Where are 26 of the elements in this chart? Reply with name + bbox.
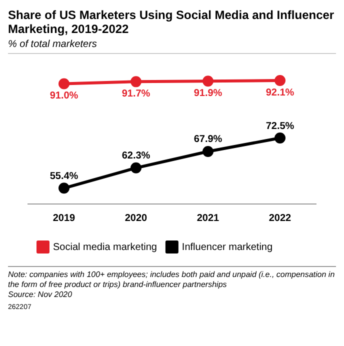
data-label: 91.0% <box>50 90 78 102</box>
point <box>58 78 70 90</box>
point <box>130 162 142 174</box>
point <box>274 75 286 86</box>
point <box>202 76 214 87</box>
data-label: 55.4% <box>50 170 78 182</box>
point <box>202 146 214 157</box>
chart-title: Share of US Marketers Using Social Media and Influencer Marketing, 2019-2022 <box>8 8 336 36</box>
data-label: 91.9% <box>194 88 222 99</box>
x-tick-label: 2020 <box>124 212 148 224</box>
x-tick-label: 2019 <box>52 212 76 224</box>
data-label: 91.7% <box>122 88 150 100</box>
legend-label: Social media marketing <box>53 242 157 253</box>
legend-label: Influencer marketing <box>182 242 273 253</box>
x-tick-label: 2022 <box>268 212 292 224</box>
text: Note: companies with 100+ employees; includes both paid and unpaid (i.e., compensation in the form of free product or trips) brand-influencer partnerships <box>8 270 336 290</box>
data-label: 92.1% <box>266 87 294 98</box>
point <box>130 76 142 88</box>
data-label: 67.9% <box>194 134 222 146</box>
data-label: 62.3% <box>122 150 150 162</box>
point <box>274 132 286 144</box>
data-label: 72.5% <box>266 120 294 132</box>
source-note: Source: Nov 2020 <box>8 290 74 300</box>
chart-subtitle: % of total marketers <box>8 39 336 54</box>
point <box>58 182 70 194</box>
x-tick-label: 2021 <box>196 212 220 224</box>
